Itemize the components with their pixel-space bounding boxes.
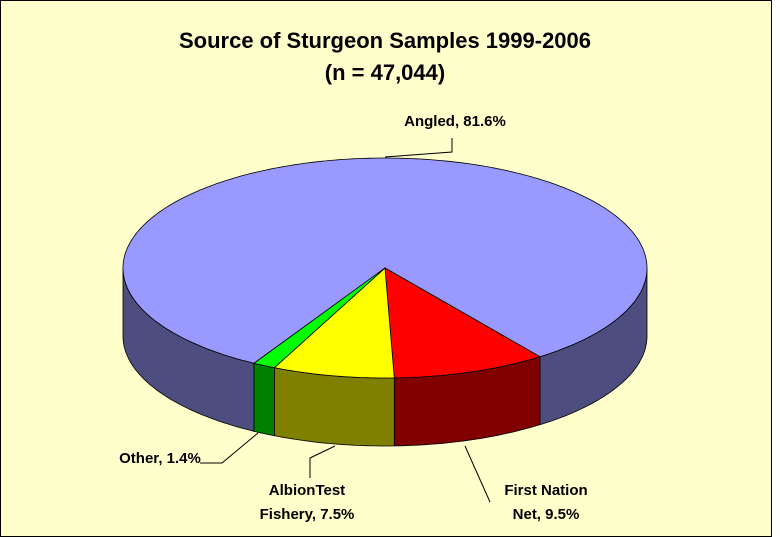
leader-line [464, 445, 491, 503]
leader-line [309, 445, 336, 478]
data-label: Fishery, 7.5% [260, 506, 355, 523]
data-label: Net, 9.5% [513, 506, 580, 523]
chart-subtitle: (n = 47,044) [325, 60, 445, 85]
leader-line [384, 138, 453, 158]
data-label: AlbionTest [269, 482, 345, 499]
data-labels: Angled, 81.6% First Nation Net, 9.5% Albion… [119, 113, 588, 523]
data-label: Angled, 81.6% [404, 113, 506, 130]
pie-side [274, 367, 395, 447]
data-label: Other, 1.4% [119, 450, 201, 467]
pie-sides [122, 268, 648, 447]
pie-tops [122, 157, 648, 379]
pie-slice [122, 157, 648, 364]
pie-slice [384, 267, 541, 379]
leader-line [200, 432, 259, 464]
pie-slice [273, 267, 395, 379]
pie-side [253, 362, 275, 437]
data-label: First Nation [504, 482, 587, 499]
chart-title: Source of Sturgeon Samples 1999-2006 [179, 28, 591, 53]
pie-slice [253, 267, 386, 369]
